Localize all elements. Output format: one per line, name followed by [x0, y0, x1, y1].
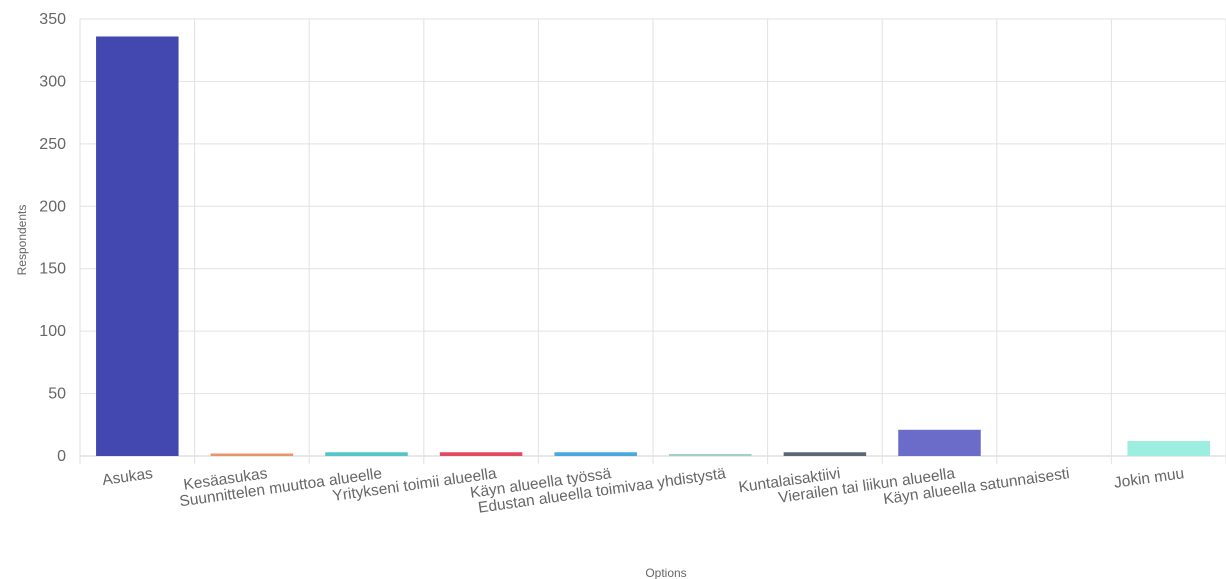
bar[interactable] [783, 452, 867, 456]
y-axis-title: Respondents [15, 205, 29, 276]
bar[interactable] [554, 452, 637, 456]
bar[interactable] [439, 452, 523, 456]
bar[interactable] [325, 452, 408, 456]
y-axis-ticks: 0 50 100 150 200 250 300 350 [39, 11, 66, 465]
bars [96, 36, 1210, 456]
bar[interactable] [669, 454, 752, 456]
bar[interactable] [210, 453, 294, 456]
y-tick-label: 100 [39, 323, 66, 340]
y-tick-label: 150 [39, 261, 66, 278]
y-tick-label: 50 [48, 386, 66, 403]
y-tick-label: 0 [57, 448, 66, 465]
grid-lines [79, 18, 1226, 464]
x-tick-label: Jokin muu [1113, 465, 1185, 492]
bar[interactable] [898, 429, 981, 456]
y-tick-label: 200 [39, 198, 66, 215]
bar[interactable] [1127, 441, 1210, 456]
bar[interactable] [96, 36, 179, 456]
y-tick-label: 300 [39, 73, 66, 90]
x-tick-label: Asukas [101, 465, 154, 489]
y-tick-label: 350 [39, 11, 66, 28]
x-axis-title: Options [645, 566, 686, 579]
y-tick-label: 250 [39, 136, 66, 153]
